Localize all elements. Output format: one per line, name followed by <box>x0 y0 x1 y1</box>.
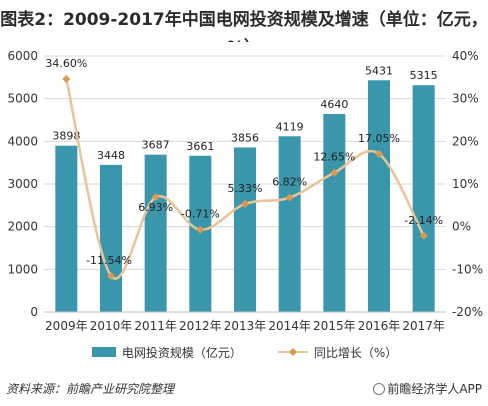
legend-bar-swatch <box>92 347 116 357</box>
bar <box>412 85 435 312</box>
y-right-tick-label: 10% <box>452 177 479 191</box>
bar <box>234 147 256 312</box>
growth-value-label: 6.93% <box>138 201 173 214</box>
y-left-tick-label: 3000 <box>7 177 38 191</box>
growth-marker <box>285 193 294 202</box>
growth-marker <box>375 149 383 158</box>
x-tick-label: 2011年 <box>134 319 177 333</box>
growth-value-label: 12.65% <box>313 151 355 164</box>
bar <box>368 80 390 312</box>
x-tick-label: 2012年 <box>179 319 222 333</box>
legend-item-line: 同比增长（%） <box>278 344 397 361</box>
y-axis-right: -20% -10% 0% 10% 20% 30% 40% <box>452 49 483 319</box>
growth-marker <box>107 271 115 280</box>
x-tick-label: 2013年 <box>224 319 267 333</box>
legend-item-bar: 电网投资规模（亿元） <box>92 344 242 361</box>
y-right-tick-label: 0% <box>452 220 471 234</box>
bar-value-label: 3448 <box>97 149 125 162</box>
y-left-tick-label: 6000 <box>7 49 38 63</box>
x-tick-label: 2014年 <box>268 319 311 333</box>
bar-value-label: 5431 <box>365 64 393 77</box>
growth-marker <box>241 199 249 208</box>
bar <box>100 164 122 312</box>
x-tick-label: 2016年 <box>358 319 401 333</box>
y-left-tick-label: 5000 <box>7 92 38 106</box>
x-tick-label: 2015年 <box>313 319 356 333</box>
x-axis: 2009年 2010年 2011年 2012年 2013年 2014年 2015年 2016年… <box>44 311 446 333</box>
bar-value-label: 4119 <box>276 120 304 133</box>
bar <box>144 154 167 312</box>
y-left-tick-label: 0 <box>30 305 38 319</box>
growth-marker <box>419 231 428 240</box>
y-right-tick-label: 30% <box>452 92 479 106</box>
y-left-tick-label: 4000 <box>7 134 38 148</box>
y-right-tick-label: -20% <box>452 305 483 319</box>
bar-value-label: 3898 <box>52 130 80 143</box>
bar-series <box>55 80 435 312</box>
legend-line-swatch <box>278 348 308 356</box>
brand-logo-icon <box>373 383 386 395</box>
y-right-tick-label: 40% <box>452 49 479 63</box>
y-right-tick-label: 20% <box>452 134 479 148</box>
bar-value-labels: 3898 3448 3687 3661 3856 4119 4640 5431 5315 <box>52 64 437 162</box>
growth-value-label: 5.33% <box>228 182 263 195</box>
y-left-tick-label: 2000 <box>7 220 38 234</box>
x-tick-label: 2010年 <box>90 319 133 333</box>
bar-value-label: 3856 <box>231 131 259 144</box>
growth-marker <box>330 168 339 177</box>
growth-value-label: -2.14% <box>404 214 443 227</box>
y-left-tick-label: 1000 <box>7 262 38 276</box>
growth-marker <box>62 75 71 84</box>
chart-title: 图表2：2009-2017年中国电网投资规模及增速（单位：亿元，%） <box>0 10 488 42</box>
source-note: 资料来源：前瞻产业研究院整理 <box>6 382 175 396</box>
growth-value-labels: 34.60% -11.54% 6.93% -0.71% 5.33% 6.82% 12.65%… <box>45 57 443 267</box>
growth-value-label: 17.05% <box>358 132 400 145</box>
y-right-tick-label: -10% <box>452 262 483 276</box>
growth-value-label: -0.71% <box>181 208 220 221</box>
x-tick-label: 2017年 <box>402 319 445 333</box>
bar-value-label: 5315 <box>410 69 438 82</box>
growth-value-label: 34.60% <box>45 57 87 70</box>
brand-credit: 前瞻经济学人APP <box>373 380 482 397</box>
legend-line-label: 同比增长（%） <box>313 346 398 360</box>
bar <box>189 155 212 312</box>
growth-value-label: 6.82% <box>272 176 307 189</box>
y-axis-left: 0 1000 2000 3000 4000 5000 6000 <box>7 49 38 319</box>
brand-text: 前瞻经济学人APP <box>387 382 482 396</box>
growth-value-label: -11.54% <box>86 254 132 267</box>
bar <box>323 114 346 312</box>
legend-bar-label: 电网投资规模（亿元） <box>121 346 242 360</box>
x-tick-label: 2009年 <box>45 319 88 333</box>
bar <box>278 136 301 312</box>
bar-value-label: 3661 <box>186 140 214 153</box>
growth-line-series <box>62 75 428 280</box>
growth-marker <box>196 225 205 234</box>
bar-value-label: 3687 <box>142 139 170 152</box>
growth-marker <box>151 193 160 202</box>
bar-value-label: 4640 <box>320 98 348 111</box>
bar <box>55 145 78 312</box>
